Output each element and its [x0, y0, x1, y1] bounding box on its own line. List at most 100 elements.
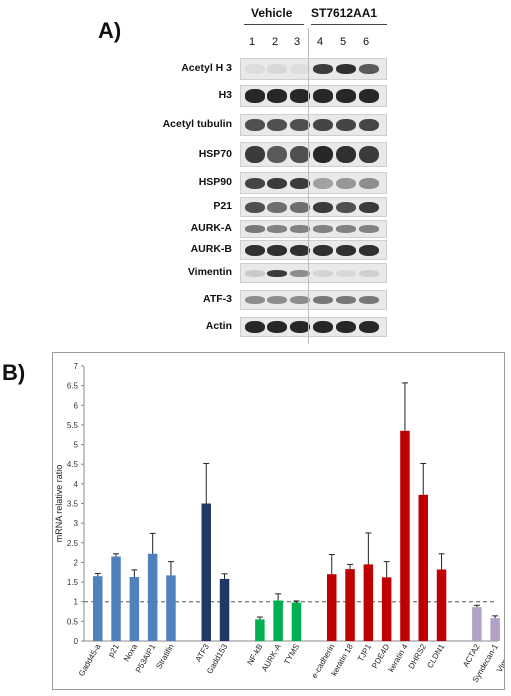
blot-band	[245, 118, 265, 132]
blot-band	[359, 118, 379, 132]
blot-band	[359, 269, 379, 277]
lane-number: 4	[316, 36, 324, 48]
blot-band	[245, 177, 265, 189]
blot-band	[290, 225, 310, 233]
blot-strip	[240, 172, 387, 194]
blot-strip	[240, 114, 387, 136]
blot-row-label: Acetyl H 3	[181, 62, 232, 74]
chart-bar	[291, 602, 302, 641]
treatment-group-label: ST7612AA1	[311, 6, 378, 20]
x-tick-label: CLDN1	[425, 642, 446, 670]
blot-band	[359, 177, 379, 189]
blot-band	[336, 145, 356, 164]
blot-strip	[240, 197, 387, 217]
chart-bar	[472, 607, 482, 641]
y-tick-label: 0.5	[67, 617, 79, 626]
x-tick-label: Noxa	[122, 642, 139, 663]
blot-band	[359, 225, 379, 233]
blot-band	[267, 269, 287, 277]
chart-bar	[201, 503, 211, 641]
lane-number: 5	[339, 36, 347, 48]
blot-band	[336, 177, 356, 189]
blot-band	[336, 225, 356, 233]
x-tick-label: DHRS2	[407, 642, 429, 670]
blot-band	[313, 201, 333, 213]
blot-strip	[240, 263, 387, 283]
blot-band	[313, 145, 333, 164]
y-tick-label: 4.5	[67, 460, 79, 469]
x-tick-label: TYMS	[282, 643, 301, 667]
blot-band	[267, 118, 287, 132]
vehicle-group-label: Vehicle	[251, 6, 293, 20]
panel-a-label: A)	[98, 18, 122, 43]
blot-band	[290, 177, 310, 189]
blot-band	[290, 201, 310, 213]
blot-band	[290, 296, 310, 304]
blot-band	[336, 64, 356, 74]
blot-band	[313, 225, 333, 233]
x-tick-label: Stratifin	[154, 643, 175, 671]
blot-band	[336, 244, 356, 256]
x-tick-label: p21	[106, 642, 121, 659]
blot-band	[290, 244, 310, 256]
blot-band	[359, 89, 379, 103]
blot-band	[267, 89, 287, 103]
mrna-bar-chart: 0 0.5 1 1.5 2 2.5 3 3.5 4 4.5 5 5.5 6 6.5 7 mRNA relati…	[54, 362, 511, 684]
blot-row-label: HSP70	[198, 147, 232, 160]
chart-bar	[93, 576, 103, 641]
blot-band	[313, 177, 333, 189]
blot-row-label: Acetyl tubulin	[162, 118, 232, 130]
y-tick-label: 0	[74, 637, 79, 646]
y-tick-label: 1.5	[67, 578, 79, 587]
chart-bar	[418, 494, 428, 641]
blot-band	[267, 64, 287, 74]
lane-number: 3	[293, 36, 301, 48]
chart-frame: 0 0.5 1 1.5 2 2.5 3 3.5 4 4.5 5 5.5 6 6.5 7 mRNA relati…	[52, 352, 511, 690]
chart-bar	[219, 578, 230, 641]
y-axis-label: mRNA relative ratio	[54, 465, 64, 543]
blot-band	[267, 244, 287, 256]
blot-band	[336, 118, 356, 132]
x-tick-label: NF-kB	[245, 643, 264, 667]
blot-band	[313, 296, 333, 304]
blot-band	[336, 201, 356, 213]
x-tick-label: Gadd45-a	[77, 642, 103, 678]
blot-band	[336, 89, 356, 103]
vehicle-treatment-divider	[308, 28, 309, 344]
y-tick-label: 2	[74, 558, 79, 567]
blot-band	[290, 269, 310, 277]
blot-band	[359, 244, 379, 256]
blot-band	[336, 321, 356, 333]
chart-bar	[363, 564, 374, 641]
blot-band	[359, 145, 379, 164]
blot-band	[267, 296, 287, 304]
blot-band	[313, 118, 333, 132]
blot-band	[267, 321, 287, 333]
blot-strip	[240, 58, 387, 80]
blot-band	[245, 296, 265, 304]
blot-band	[245, 321, 265, 333]
blot-band	[313, 321, 333, 333]
x-tick-label: ATF3	[194, 642, 212, 663]
blot-band	[290, 64, 310, 74]
blot-strip	[240, 220, 387, 238]
blot-band	[336, 269, 356, 277]
y-tick-label: 5	[74, 441, 79, 450]
blot-band	[245, 269, 265, 277]
blot-band	[245, 64, 265, 74]
blot-band	[290, 118, 310, 132]
blot-band	[290, 321, 310, 333]
blot-row-label: Actin	[205, 320, 232, 332]
y-tick-label: 3.5	[67, 500, 79, 509]
chart-bar	[400, 430, 410, 641]
blot-band	[267, 177, 287, 189]
y-tick-label: 6	[74, 401, 79, 410]
y-tick-label: 7	[74, 362, 79, 371]
blot-band	[267, 145, 287, 164]
y-tick-label: 4	[74, 480, 79, 489]
x-tick-label: TJP1	[356, 642, 373, 663]
panel-b-label: B)	[2, 360, 26, 385]
blot-band	[359, 201, 379, 213]
blot-row-label: ATF-3	[203, 293, 232, 305]
blot-row-label: Vimentin	[187, 266, 232, 278]
